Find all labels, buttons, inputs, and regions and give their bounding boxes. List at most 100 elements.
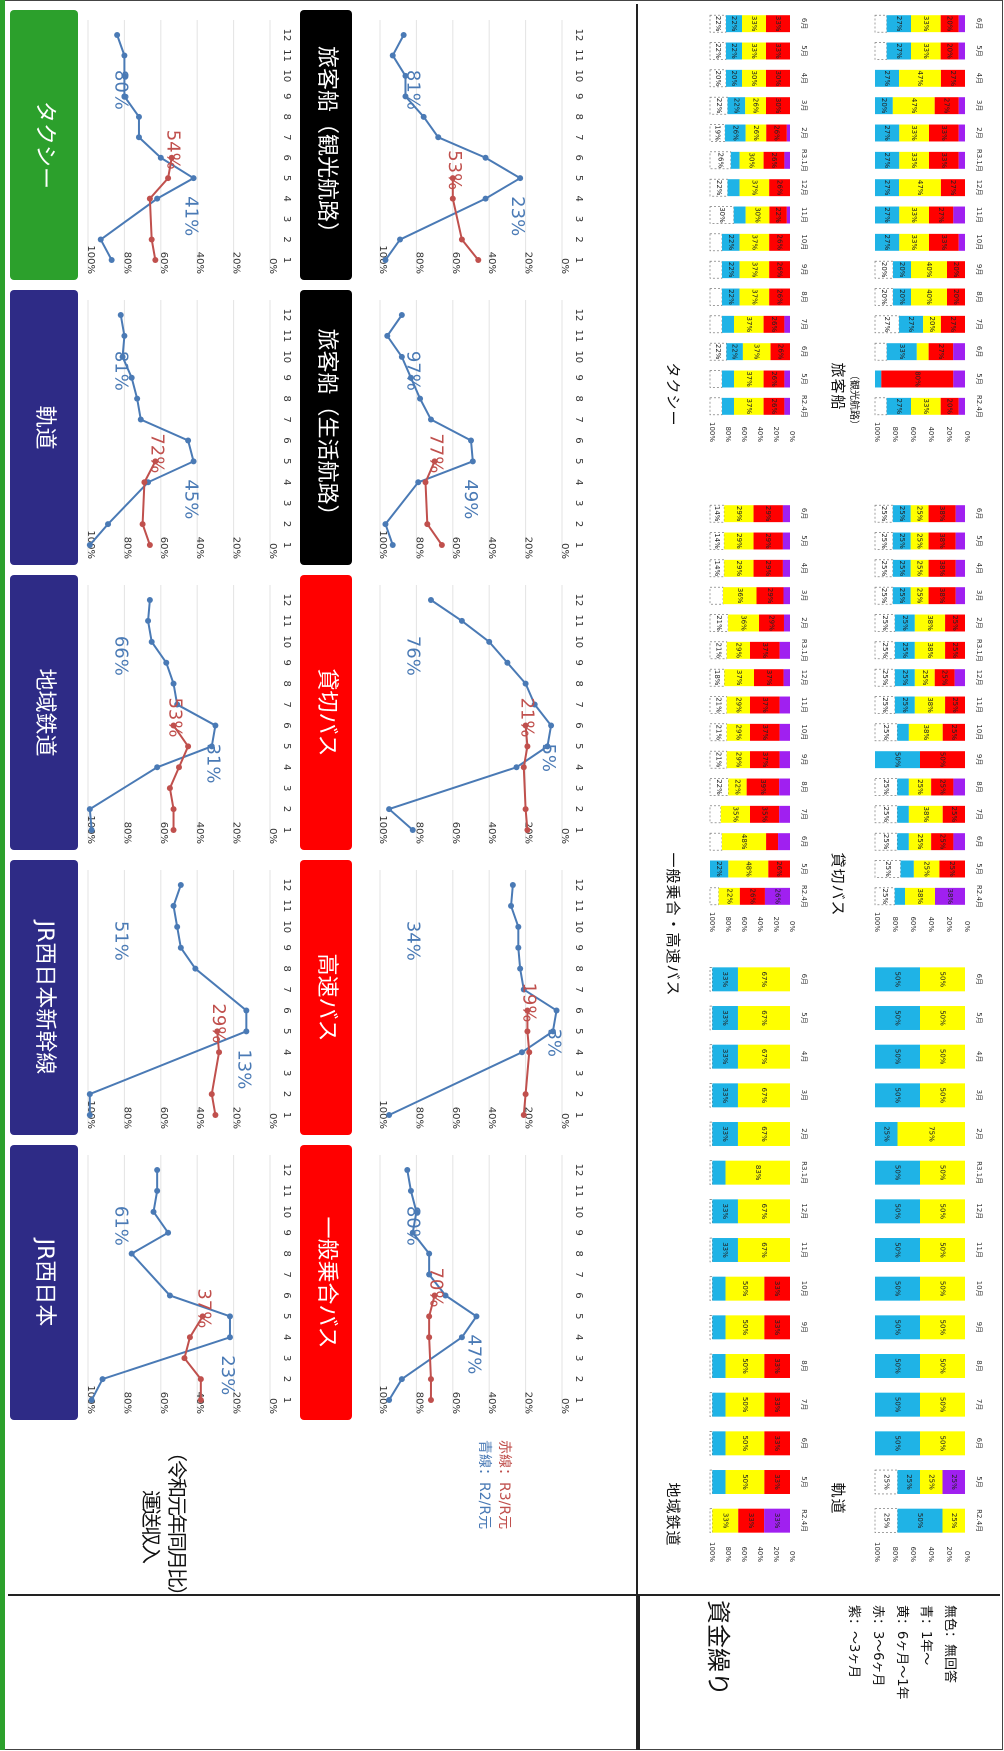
- month-tick-label: 9: [573, 93, 584, 99]
- funding-month-label: 12月: [975, 180, 983, 196]
- funding-bar-label: 30%: [718, 207, 726, 223]
- funding-pct-tick: 0%: [788, 921, 796, 932]
- chart-title: 高速バス: [314, 953, 339, 1041]
- chart-title-tag: [10, 290, 78, 565]
- blue-series-point: [165, 1229, 172, 1236]
- header-title-char: 元: [165, 1496, 189, 1516]
- funding-bar-segment: [874, 860, 901, 878]
- blue-min-label: 13%: [233, 1049, 254, 1089]
- funding-bar-segment: [764, 887, 790, 905]
- funding-bar-label: 50%: [939, 1281, 947, 1297]
- blue-series-point: [515, 923, 522, 930]
- funding-bar-label: 50%: [916, 1513, 924, 1529]
- funding-bar-segment: [737, 1122, 790, 1146]
- pct-tick-label: 60%: [450, 1107, 461, 1129]
- funding-month-label: 6月: [975, 18, 983, 29]
- header-title-char: 比: [165, 1568, 189, 1588]
- funding-pct-tick: 80%: [891, 916, 899, 932]
- blue-peak-label: 80%: [402, 1206, 423, 1246]
- blue-series-point: [515, 944, 522, 951]
- funding-bar-segment: [709, 1392, 713, 1417]
- funding-month-label: R2.4月: [975, 395, 983, 418]
- funding-bar-label: 29%: [766, 588, 774, 604]
- funding-month-label: 7月: [800, 319, 808, 330]
- funding-bar-segment: [911, 15, 941, 33]
- funding-bar-label: 20%: [952, 289, 960, 305]
- funding-bar-label: 22%: [715, 180, 723, 196]
- funding-bar-label: 38%: [938, 561, 946, 577]
- red-series-point: [165, 175, 172, 182]
- month-tick-label: 2: [281, 521, 292, 527]
- funding-bar-segment: [766, 833, 779, 851]
- line-chart-0: JR西日本0%20%40%60%80%100%12345678910111223…: [10, 1145, 292, 1420]
- blue-min-label: 45%: [181, 479, 202, 519]
- funding-bar-label: 38%: [938, 533, 946, 549]
- blue-series-point: [177, 882, 184, 888]
- red-series-point: [524, 743, 531, 750]
- funding-pct-tick: 0%: [963, 431, 971, 442]
- funding-bar-label: 29%: [734, 643, 742, 659]
- funding-bar-segment: [953, 206, 965, 224]
- funding-bar-label: 14%: [713, 533, 721, 549]
- legend-red: 赤線：R3/R元: [496, 1440, 512, 1529]
- month-tick-label: 12: [573, 309, 584, 322]
- month-tick-label: 1: [281, 257, 292, 263]
- pct-tick-label: 80%: [121, 252, 132, 274]
- funding-bar-segment: [710, 860, 729, 878]
- funding-bar-label: 27%: [883, 71, 891, 87]
- funding-bar-label: 37%: [750, 180, 758, 196]
- chart-title-tag: [300, 10, 352, 280]
- funding-title-char: 繰: [704, 1648, 732, 1672]
- pct-tick-label: 20%: [231, 1107, 242, 1129]
- blue-peak-label: 34%: [402, 921, 423, 961]
- funding-month-label: 5月: [975, 373, 983, 384]
- funding-bar-segment: [727, 179, 740, 197]
- funding-bar-label: 37%: [735, 670, 743, 686]
- pct-tick-label: 40%: [486, 1392, 497, 1414]
- pct-tick-label: 0%: [559, 543, 570, 559]
- funding-month-label: 6月: [800, 346, 808, 357]
- blue-series-point: [135, 113, 142, 120]
- blue-series-point: [134, 395, 141, 402]
- funding-month-label: R2.4月: [800, 395, 808, 418]
- red-series-point: [431, 458, 438, 465]
- funding-bar-segment: [940, 69, 965, 87]
- funding-bar-label: 20%: [880, 262, 888, 278]
- funding-bar-label: 25%: [880, 533, 888, 549]
- funding-bar-label: 25%: [898, 506, 906, 522]
- funding-pct-tick: 20%: [945, 426, 953, 442]
- funding-label-char: ク: [664, 378, 682, 393]
- blue-series-point: [482, 154, 489, 161]
- funding-bar-label: 37%: [753, 344, 761, 360]
- funding-bar-segment: [739, 261, 770, 279]
- blue-series-point: [517, 965, 524, 972]
- chart-title-tag: [300, 1145, 352, 1420]
- funding-bar-label: 27%: [937, 344, 945, 360]
- blue-series-point: [549, 1028, 556, 1035]
- funding-bar-segment: [920, 1044, 965, 1069]
- funding-bar-label: 33%: [940, 125, 948, 141]
- funding-title-char: 資: [704, 1600, 732, 1624]
- funding-bar-segment: [875, 1006, 920, 1030]
- month-tick-label: 6: [573, 1292, 584, 1298]
- funding-bar-label: 14%: [713, 506, 721, 522]
- blue-peak-label: 76%: [402, 636, 423, 676]
- month-tick-label: 1: [281, 542, 292, 548]
- red-series-point: [176, 764, 182, 771]
- funding-bar-segment: [953, 778, 965, 796]
- funding-bar-segment: [940, 15, 959, 33]
- pct-tick-label: 20%: [231, 1392, 242, 1414]
- funding-bar-segment: [928, 559, 956, 577]
- funding-bar-segment: [725, 1354, 765, 1378]
- funding-bar-segment: [709, 1083, 713, 1108]
- funding-bar-segment: [886, 397, 911, 415]
- funding-bar-label: 80%: [913, 371, 921, 387]
- funding-bar-segment: [779, 778, 790, 796]
- funding-bar-segment: [764, 1392, 790, 1417]
- funding-legend-line: 青：1年～: [918, 1605, 933, 1665]
- pct-tick-label: 100%: [377, 530, 388, 559]
- green-accent-bar: [0, 0, 5, 1750]
- pct-tick-label: 60%: [158, 252, 169, 274]
- month-tick-label: 3: [281, 785, 292, 791]
